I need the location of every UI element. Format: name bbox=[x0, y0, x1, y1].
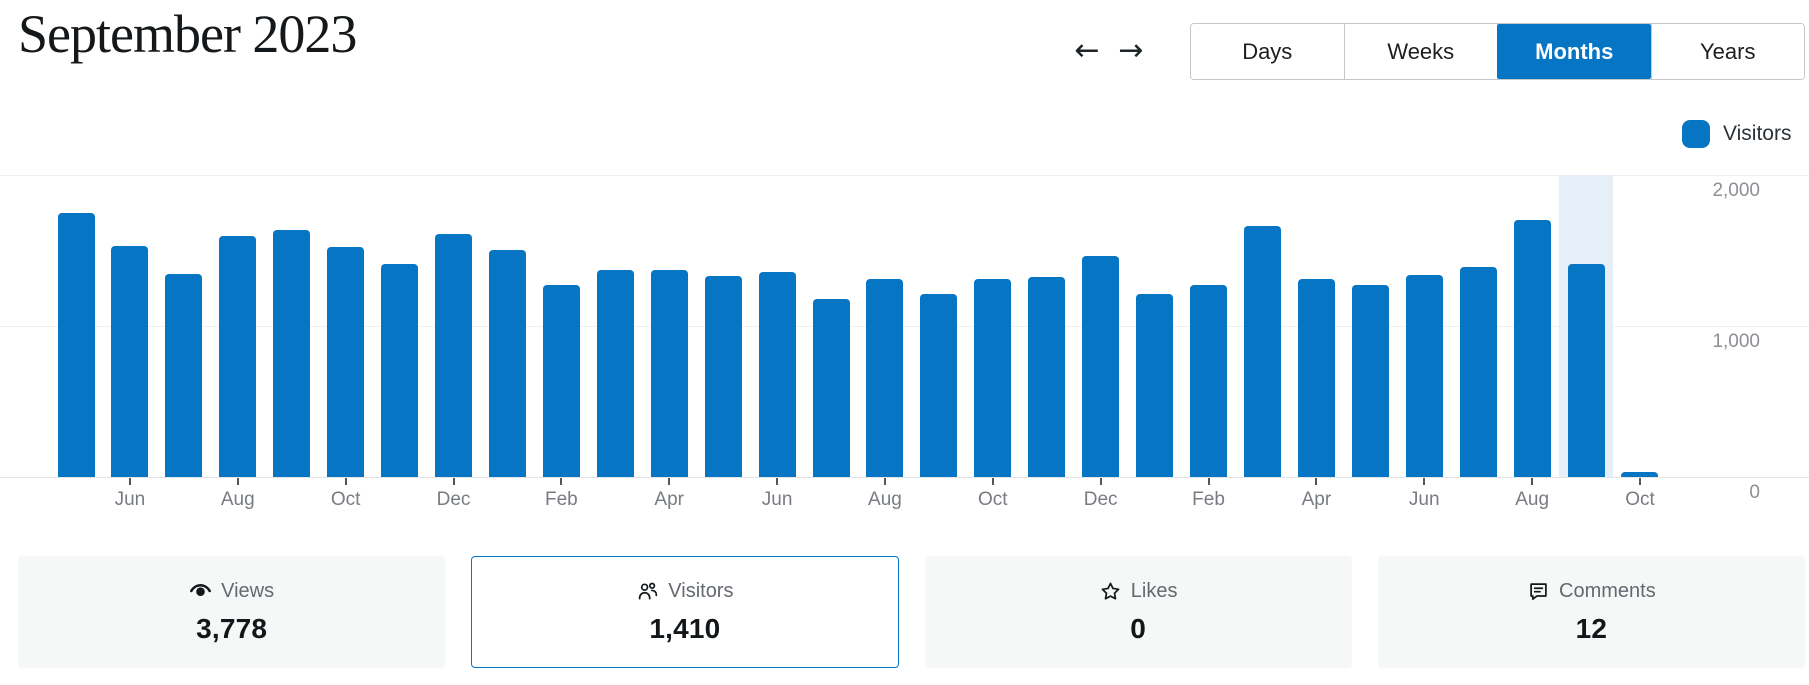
x-axis-label: Jun bbox=[761, 489, 793, 510]
gridline-1000 bbox=[0, 326, 1809, 327]
stat-card-value: 0 bbox=[1130, 612, 1147, 644]
x-axis-tick bbox=[344, 478, 347, 485]
legend-visitors-swatch-icon bbox=[1682, 120, 1710, 148]
x-axis-label: Dec bbox=[1083, 489, 1118, 510]
tab-months[interactable]: Months bbox=[1497, 24, 1651, 79]
x-axis-label: Dec bbox=[436, 489, 471, 510]
bar-aug-2022[interactable] bbox=[866, 279, 904, 477]
bar-feb-2023[interactable] bbox=[1190, 285, 1228, 477]
bar-may-2021[interactable] bbox=[57, 212, 95, 477]
bar-apr-2022[interactable] bbox=[650, 270, 688, 477]
tab-years[interactable]: Years bbox=[1650, 24, 1804, 79]
stat-card-value: 3,778 bbox=[196, 612, 268, 644]
bar-mar-2022[interactable] bbox=[596, 270, 634, 477]
bar-aug-2023[interactable] bbox=[1513, 220, 1551, 477]
bar-jul-2023[interactable] bbox=[1459, 267, 1497, 477]
gridline-2000 bbox=[0, 175, 1809, 176]
bar-mar-2023[interactable] bbox=[1243, 226, 1281, 477]
tab-days[interactable]: Days bbox=[1191, 24, 1344, 79]
bar-may-2022[interactable] bbox=[704, 276, 742, 477]
bar-oct-2022[interactable] bbox=[974, 279, 1012, 477]
stat-cards: Views 3,778 Visitors 1,410 Likes 0 Comments 12 bbox=[18, 556, 1805, 668]
bar-nov-2022[interactable] bbox=[1028, 276, 1066, 477]
bar-aug-2021[interactable] bbox=[219, 236, 257, 477]
x-axis-tick bbox=[668, 478, 671, 485]
bar-jul-2022[interactable] bbox=[812, 298, 850, 477]
stat-card-value: 1,410 bbox=[649, 612, 721, 644]
bar-feb-2022[interactable] bbox=[542, 285, 580, 477]
bar-jun-2023[interactable] bbox=[1405, 274, 1443, 477]
bar-jul-2021[interactable] bbox=[165, 273, 203, 477]
bar-nov-2021[interactable] bbox=[381, 264, 419, 477]
bar-jun-2021[interactable] bbox=[111, 245, 149, 477]
stat-card-label: Visitors bbox=[668, 579, 734, 602]
bar-oct-2021[interactable] bbox=[327, 247, 365, 477]
x-axis-tick bbox=[991, 478, 994, 485]
x-axis-label: Oct bbox=[1625, 489, 1655, 510]
x-axis-line bbox=[0, 477, 1809, 478]
x-axis-tick bbox=[1423, 478, 1426, 485]
y-axis-label-2000: 2,000 bbox=[1712, 180, 1760, 201]
bar-dec-2022[interactable] bbox=[1082, 255, 1120, 477]
tab-weeks[interactable]: Weeks bbox=[1343, 24, 1497, 79]
x-axis-tick bbox=[776, 478, 779, 485]
x-axis-label: Aug bbox=[220, 489, 255, 510]
x-axis-tick bbox=[236, 478, 239, 485]
x-axis-tick bbox=[1315, 478, 1318, 485]
bar-apr-2023[interactable] bbox=[1297, 279, 1335, 477]
bar-sep-2021[interactable] bbox=[273, 230, 311, 477]
next-period-button[interactable]: → bbox=[1110, 30, 1152, 72]
x-axis-label: Oct bbox=[330, 489, 361, 510]
people-icon bbox=[636, 580, 659, 603]
bar-dec-2021[interactable] bbox=[435, 233, 472, 477]
x-axis-label: Apr bbox=[654, 489, 684, 510]
x-axis-tick bbox=[883, 478, 886, 485]
x-axis-tick bbox=[560, 478, 563, 485]
stat-card-views[interactable]: Views 3,778 bbox=[18, 556, 446, 668]
x-axis-label: Aug bbox=[868, 489, 902, 510]
x-axis-label: Jun bbox=[1408, 489, 1440, 510]
star-icon bbox=[1099, 580, 1122, 603]
x-axis-label: Oct bbox=[978, 489, 1008, 510]
page-title: September 2023 bbox=[18, 4, 357, 64]
bar-jan-2022[interactable] bbox=[488, 249, 526, 477]
y-axis-label-0: 0 bbox=[1749, 482, 1760, 503]
x-axis-tick bbox=[1207, 478, 1210, 485]
period-tabs: Days Weeks Months Years bbox=[1190, 23, 1805, 80]
legend-visitors-label: Visitors bbox=[1723, 122, 1792, 145]
stat-card-label: Likes bbox=[1130, 579, 1178, 602]
y-axis-label-1000: 1,000 bbox=[1712, 331, 1760, 352]
stat-card-label: Comments bbox=[1559, 579, 1656, 602]
stat-card-visitors[interactable]: Visitors 1,410 bbox=[471, 556, 899, 668]
stat-card-comments[interactable]: Comments 12 bbox=[1377, 556, 1805, 668]
bar-sep-2022[interactable] bbox=[920, 294, 958, 477]
stat-card-value: 12 bbox=[1575, 612, 1608, 644]
x-axis-tick bbox=[1531, 478, 1534, 485]
bar-jun-2022[interactable] bbox=[758, 272, 796, 477]
x-axis-tick bbox=[128, 478, 131, 485]
x-axis-label: Apr bbox=[1301, 489, 1332, 510]
x-axis-label: Feb bbox=[1192, 489, 1225, 510]
x-axis-label: Jun bbox=[114, 489, 146, 510]
stat-card-likes[interactable]: Likes 0 bbox=[924, 556, 1352, 668]
x-axis-label: Aug bbox=[1515, 489, 1550, 510]
x-axis-label: Feb bbox=[544, 489, 578, 510]
x-axis-tick bbox=[1099, 478, 1102, 485]
comment-icon bbox=[1527, 580, 1550, 603]
bar-sep-2023[interactable] bbox=[1567, 264, 1605, 477]
x-axis-tick bbox=[452, 478, 455, 485]
x-axis-tick bbox=[1638, 478, 1641, 485]
chart-legend: Visitors bbox=[1682, 120, 1791, 148]
bar-jan-2023[interactable] bbox=[1136, 294, 1174, 477]
previous-period-button[interactable]: ← bbox=[1066, 30, 1108, 72]
stat-card-label: Views bbox=[221, 579, 275, 602]
bar-may-2023[interactable] bbox=[1351, 285, 1389, 477]
eye-icon bbox=[189, 580, 212, 603]
bar-oct-2023[interactable] bbox=[1621, 472, 1659, 477]
